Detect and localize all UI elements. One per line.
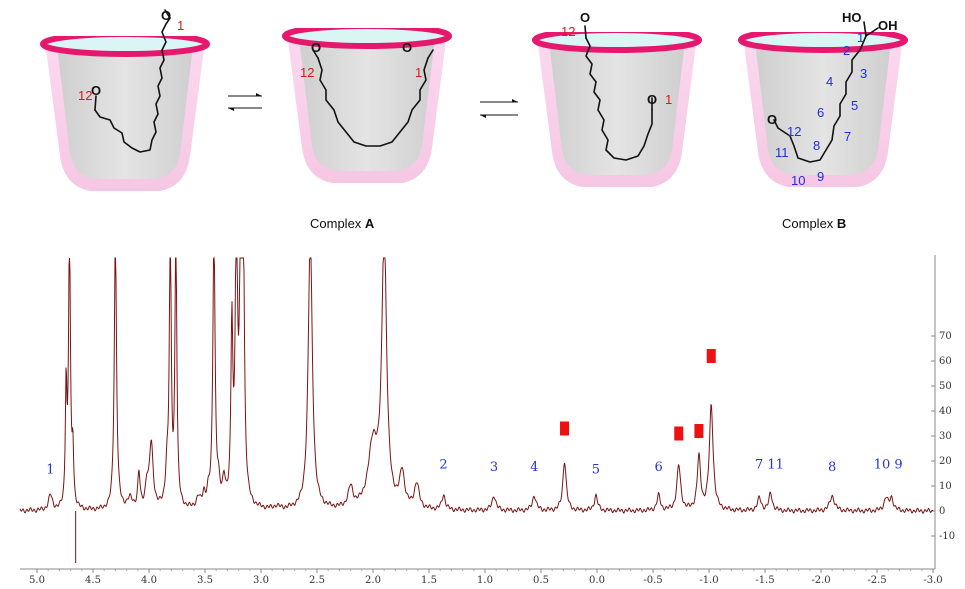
red-marker [706,349,716,363]
carbon-number-12: 12 [561,24,575,39]
y-tick-label: 20 [939,456,952,467]
hydroxyl-group: OH [878,18,898,33]
cup-3: O O 12 1 [535,10,699,187]
carbon-number-1: 1 [665,92,672,107]
x-tick-label: 3.0 [253,575,269,586]
oxygen-atom: O [767,112,777,127]
oxygen-atom: O [647,92,657,107]
carbon-number-8: 8 [813,138,820,153]
y-tick-label: -10 [939,531,955,542]
x-tick-label: 2.0 [365,575,381,586]
carbon-number-10: 10 [791,173,805,188]
peak-labels: 1 2 3 4 5 6 7 11 8 10 9 [46,458,902,478]
y-tick-label: 60 [939,356,952,367]
red-marker [674,426,684,441]
carbon-number-6: 6 [817,105,824,120]
aldehyde-bond [773,119,779,129]
peak-label: 7 11 [755,458,784,473]
carbon-number-1: 1 [415,65,422,80]
x-tick-label: 5.0 [29,575,45,586]
oxygen-atom: O [402,40,412,55]
oxygen-atom: O [161,8,171,23]
hydroxyl-group: HO [842,10,862,25]
y-tick-label: 10 [939,481,952,492]
spectrum-trace [19,256,934,515]
x-tick-label: -1.5 [755,575,774,586]
x-tick-label: -2.5 [867,575,886,586]
dialdehyde-chain-3 [585,37,653,161]
y-tick-label: 30 [939,431,952,442]
aldehyde-bond [584,25,587,39]
hydroxyl-bond [865,27,879,37]
carbon-number-2: 2 [843,43,850,58]
cup-1: O O 1 12 [43,8,207,191]
x-tick-label: 1.5 [421,575,437,586]
peak-label: 1 [46,463,54,478]
y-tick-label: 0 [939,506,945,517]
aldehyde-bond [427,49,434,59]
carbon-number-11: 11 [775,145,789,160]
hydroxyl-bond [863,21,867,37]
carbon-number-9: 9 [817,169,824,184]
carbon-number-4: 4 [826,74,833,89]
oxygen-atom: O [580,10,590,25]
carbon-number-12: 12 [787,124,801,139]
peak-label: 8 [828,460,836,475]
x-tick-label: 1.0 [477,575,493,586]
equilibrium-arrows-1 [228,93,262,111]
peak-label: 5 [592,463,600,478]
x-tick-label: -0.5 [643,575,662,586]
carbon-number-1: 1 [177,18,184,33]
equilibrium-arrows-2 [480,99,518,118]
carbon-number-12: 12 [78,88,92,103]
complex-a-caption: Complex A [310,216,375,231]
peak-label: 3 [490,460,498,475]
structures-panel: O O 1 12 O O 12 1 Complex A [43,8,905,231]
hydrate-chain [777,35,867,163]
peak-label: 10 9 [874,458,903,473]
dialdehyde-chain-1 [94,17,171,153]
aldehyde-bond [312,49,319,59]
y-tick-label: 50 [939,381,952,392]
x-tick-label: 0.5 [533,575,549,586]
y-tick-label: 70 [939,331,952,342]
carbon-number-1: 1 [857,30,864,45]
x-tick-label: -2.0 [811,575,830,586]
x-tick-label: -1.0 [699,575,718,586]
carbon-number-12: 12 [300,65,314,80]
nmr-spectrum: 5.0 4.5 4.0 3.5 3.0 2.5 2.0 1.5 1.0 0.5 0.0 -0.5 -1.… [19,255,955,586]
peak-label: 4 [530,460,538,475]
red-marker [694,424,704,438]
x-tick-label: 2.5 [309,575,325,586]
x-tick-label: 4.5 [85,575,101,586]
x-tick-label: 0.0 [589,575,605,586]
carbon-number-5: 5 [851,98,858,113]
x-tick-label: 3.5 [197,575,213,586]
carbon-number-3: 3 [860,66,867,81]
peak-label: 6 [654,460,662,475]
y-axis-ticks: -10 0 10 20 30 40 50 60 70 [931,331,955,542]
aldehyde-bond [164,9,171,19]
x-tick-label: -3.0 [923,575,942,586]
carbon-number-7: 7 [844,129,851,144]
oxygen-atom: O [311,40,321,55]
cup-4: HO OH O 1 2 3 4 5 6 7 8 9 10 11 12 [741,10,905,188]
x-axis-ticks: 5.0 4.5 4.0 3.5 3.0 2.5 2.0 1.5 1.0 0.5 0.0 -0.5 -1.… [29,569,943,586]
peak-markers [560,349,716,441]
cup-2: O O 12 1 [285,26,449,183]
x-tick-label: 4.0 [141,575,157,586]
peak-label: 2 [439,458,447,473]
dialdehyde-chain-2 [317,57,429,147]
oxygen-atom: O [91,83,101,98]
aldehyde-bond [94,95,97,111]
complex-b-caption: Complex B [782,216,846,231]
y-tick-label: 40 [939,406,952,417]
red-marker [560,421,570,436]
